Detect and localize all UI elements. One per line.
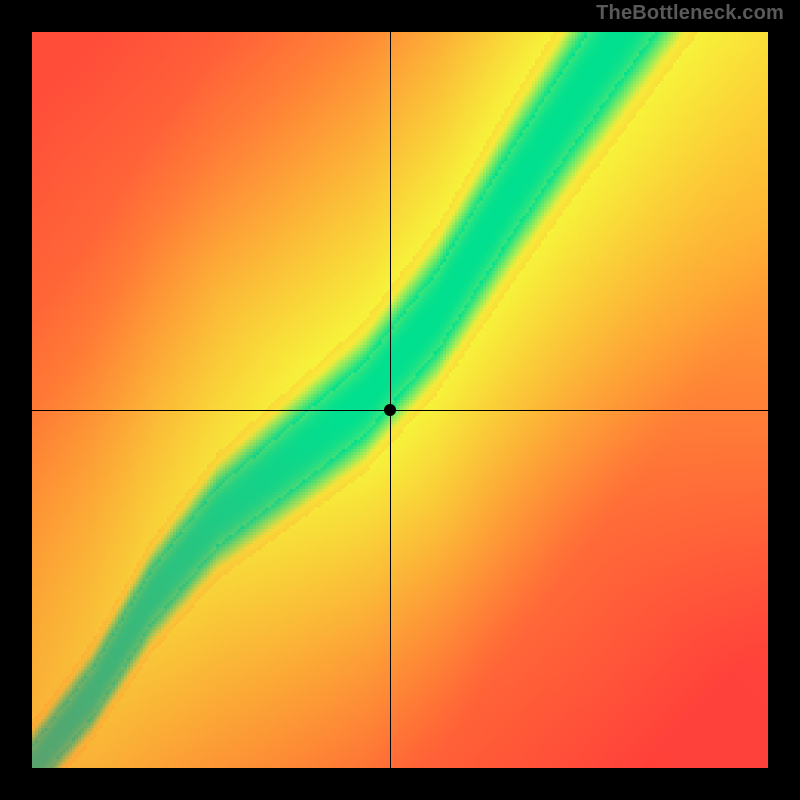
crosshair-vertical: [390, 32, 391, 768]
crosshair-horizontal: [32, 410, 768, 411]
bottleneck-marker: [384, 404, 396, 416]
chart-frame: TheBottleneck.com: [0, 0, 800, 800]
watermark-text: TheBottleneck.com: [596, 2, 784, 25]
heatmap-plot: [32, 32, 768, 768]
heatmap-canvas: [32, 32, 768, 768]
